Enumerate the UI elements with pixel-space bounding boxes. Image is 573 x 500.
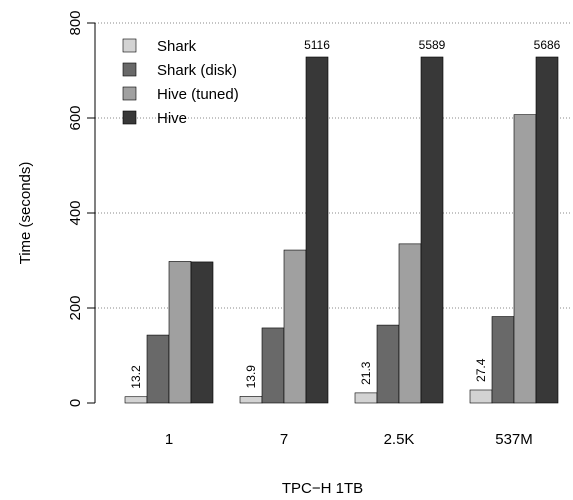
- bar: [124, 396, 148, 404]
- data-label: 13.2: [129, 365, 143, 389]
- data-label: 5589: [419, 38, 446, 52]
- bar: [305, 56, 329, 404]
- x-axis-title: TPC−H 1TB: [282, 480, 363, 497]
- data-label: 13.9: [244, 365, 258, 389]
- legend-label: Shark (disk): [157, 62, 237, 79]
- bar: [354, 392, 378, 404]
- legend-swatch: [122, 62, 137, 77]
- data-label: 5116: [304, 38, 330, 52]
- legend-label: Shark: [157, 38, 197, 55]
- x-tick-label: 7: [280, 431, 288, 448]
- y-tick-label: 600: [67, 105, 84, 130]
- data-labels: 13.2 13.9 5116 21.3 5589 27.4 5686: [129, 38, 561, 389]
- legend: Shark Shark (disk) Hive (tuned) Hive: [122, 38, 239, 127]
- x-tick-label: 1: [165, 431, 173, 448]
- bars: [124, 56, 559, 404]
- legend-swatch: [122, 110, 137, 125]
- bar: [190, 261, 214, 404]
- x-tick-label: 537M: [495, 431, 533, 448]
- bar: [283, 249, 307, 404]
- bar: [239, 396, 263, 404]
- y-tick-label: 400: [67, 200, 84, 225]
- bar: [146, 334, 170, 404]
- bar: [261, 327, 285, 404]
- x-tick-labels: 1 7 2.5K 537M: [165, 431, 533, 448]
- grid-lines: [95, 22, 570, 309]
- y-tick-label: 200: [67, 295, 84, 320]
- legend-swatch: [122, 38, 137, 53]
- bar: [398, 243, 422, 404]
- data-label: 21.3: [359, 361, 373, 385]
- y-ticks: 0 200 400 600 800: [67, 10, 95, 407]
- y-tick-label: 0: [67, 399, 84, 407]
- y-tick-label: 800: [67, 10, 84, 35]
- legend-swatch: [122, 86, 137, 101]
- bar: [168, 261, 192, 404]
- x-tick-label: 2.5K: [384, 431, 415, 448]
- bar: [491, 316, 515, 404]
- bar: [420, 56, 444, 404]
- bar: [535, 56, 559, 404]
- bar: [376, 324, 400, 404]
- legend-label: Hive: [157, 110, 187, 127]
- data-label: 5686: [534, 38, 561, 52]
- y-axis-title: Time (seconds): [17, 162, 34, 265]
- data-label: 27.4: [474, 358, 488, 382]
- legend-label: Hive (tuned): [157, 86, 239, 103]
- bar: [469, 389, 493, 404]
- bar: [513, 114, 537, 404]
